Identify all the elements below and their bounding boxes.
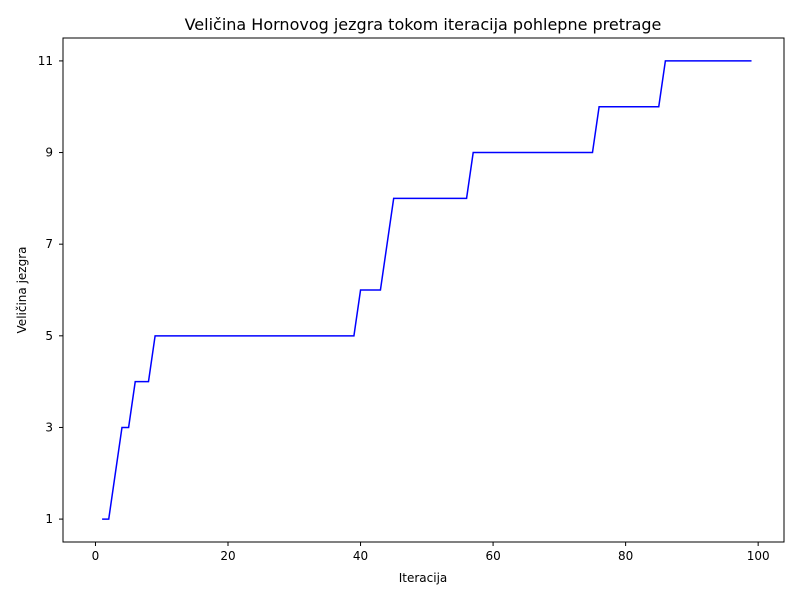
x-tick-label: 100 — [747, 549, 770, 563]
series-line — [102, 60, 752, 520]
x-axis-label: Iteracija — [399, 571, 448, 585]
y-tick-label: 11 — [38, 54, 53, 68]
y-tick-label: 1 — [45, 512, 53, 526]
x-tick-label: 60 — [485, 549, 500, 563]
x-tick-label: 0 — [92, 549, 100, 563]
y-axis-label: Veličina jezgra — [15, 247, 29, 334]
x-tick-label: 40 — [353, 549, 368, 563]
y-tick-label: 3 — [45, 420, 53, 434]
plot-layer: 0 20 40 60 80 100 1 3 5 7 9 11 — [38, 54, 770, 563]
plot-frame — [62, 37, 785, 543]
x-tick-label: 80 — [618, 549, 633, 563]
y-tick-label: 5 — [45, 329, 53, 343]
y-tick-label: 9 — [45, 146, 53, 160]
chart-title: Veličina Hornovog jezgra tokom iteracija… — [185, 15, 662, 34]
x-tick-label: 20 — [220, 549, 235, 563]
y-tick-label: 7 — [45, 237, 53, 251]
